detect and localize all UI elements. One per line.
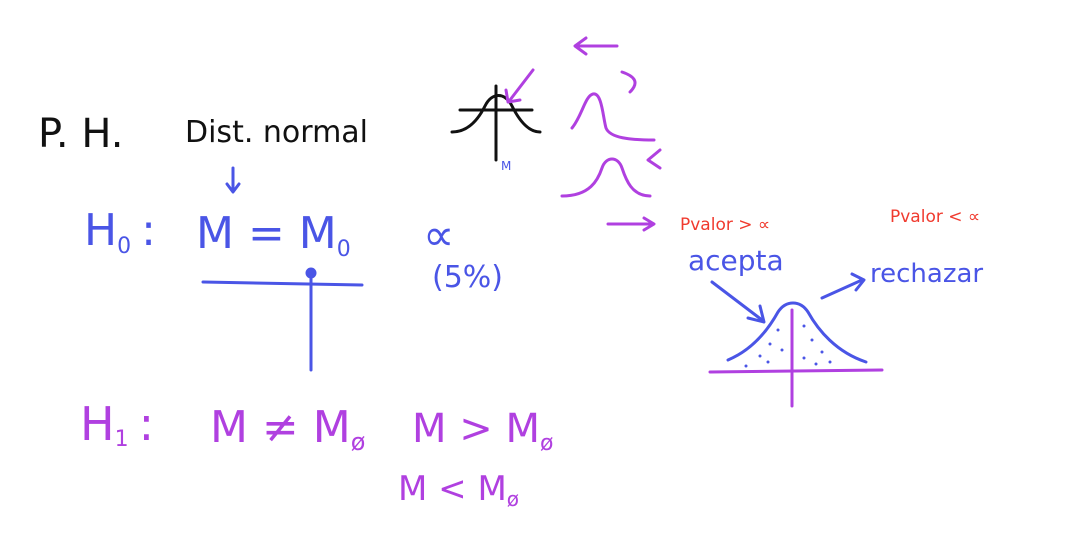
h1-not-equal-body: M ≠ M — [210, 402, 351, 453]
normal-curve-icon — [450, 84, 542, 162]
decision-arrows — [710, 272, 866, 324]
mu-under-curve-label: M — [501, 159, 511, 173]
h1-label: H1: — [80, 397, 154, 452]
h0-arrow-icon — [225, 166, 241, 194]
h1-less-subscript: ø — [507, 487, 519, 511]
h0-equation-subscript: 0 — [337, 237, 351, 262]
ph-label: P. H. — [38, 111, 123, 157]
acepta-label: acepta — [688, 244, 784, 277]
h0-label: H0: — [84, 205, 156, 259]
h1-greater: M > Mø — [412, 406, 553, 456]
shading-dots — [744, 324, 832, 368]
alpha-symbol: ∝ — [423, 210, 454, 261]
decision-normal-curve — [708, 301, 884, 408]
h0-equation-body: M = M — [196, 208, 337, 259]
h1-letter: H — [80, 397, 115, 451]
h1-colon: : — [139, 397, 155, 451]
rechazar-label: rechazar — [870, 259, 983, 289]
purple-sketches — [504, 36, 662, 232]
pvalor-less-label: Pvalor < ∝ — [890, 207, 980, 227]
h0-equation: M = M0 — [196, 208, 351, 262]
h1-not-equal: M ≠ Mø — [210, 402, 365, 456]
h1-less-body: M < M — [398, 469, 507, 509]
h0-colon: : — [141, 205, 156, 256]
h1-greater-subscript: ø — [540, 431, 553, 456]
h0-letter: H — [84, 205, 117, 256]
h1-subscript: 1 — [115, 427, 129, 452]
dist-normal-label: Dist. normal — [185, 115, 368, 150]
alpha-percent: (5%) — [432, 260, 503, 295]
pvalor-greater-label: Pvalor > ∝ — [680, 215, 770, 235]
h1-greater-body: M > M — [412, 406, 540, 452]
h0-subscript: 0 — [117, 234, 131, 259]
h0-number-line — [201, 267, 364, 372]
h1-less: M < Mø — [398, 469, 519, 511]
h1-not-equal-subscript: ø — [351, 428, 366, 456]
